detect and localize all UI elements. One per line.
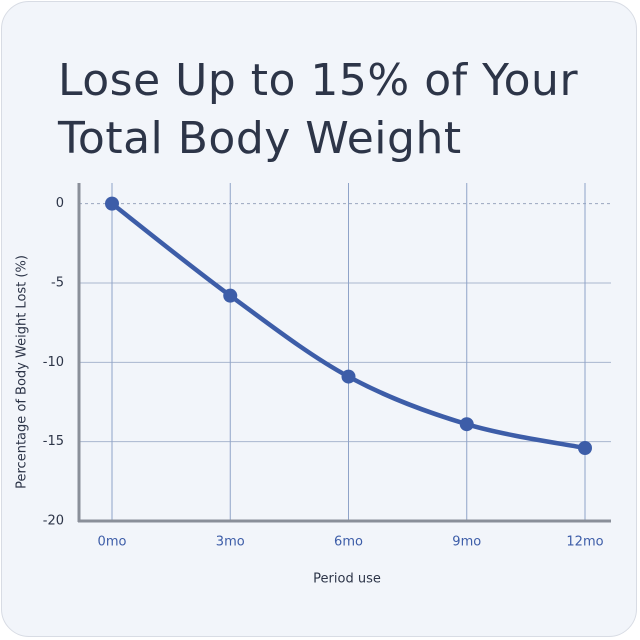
- x-tick-label: 3mo: [216, 535, 245, 550]
- y-tick-label: -20: [43, 514, 64, 529]
- data-point: [223, 288, 238, 303]
- y-tick-label: -5: [51, 275, 64, 290]
- data-point: [578, 441, 592, 456]
- x-tick-label: 0mo: [98, 535, 127, 550]
- x-tick-label: 12mo: [566, 535, 603, 550]
- data-point: [341, 369, 356, 384]
- y-axis-label: Percentage of Body Weight Lost (%): [15, 255, 30, 489]
- y-tick-label: -10: [43, 355, 64, 370]
- data-point: [459, 417, 474, 432]
- x-axis-label: Period use: [313, 572, 381, 587]
- x-tick-label: 9mo: [452, 535, 481, 550]
- y-tick-label: 0: [56, 196, 64, 211]
- x-tick-label: 6mo: [334, 535, 363, 550]
- y-tick-label: -15: [43, 434, 64, 449]
- chart-title: Lose Up to 15% of Your Total Body Weight: [58, 55, 579, 164]
- data-point: [105, 196, 119, 211]
